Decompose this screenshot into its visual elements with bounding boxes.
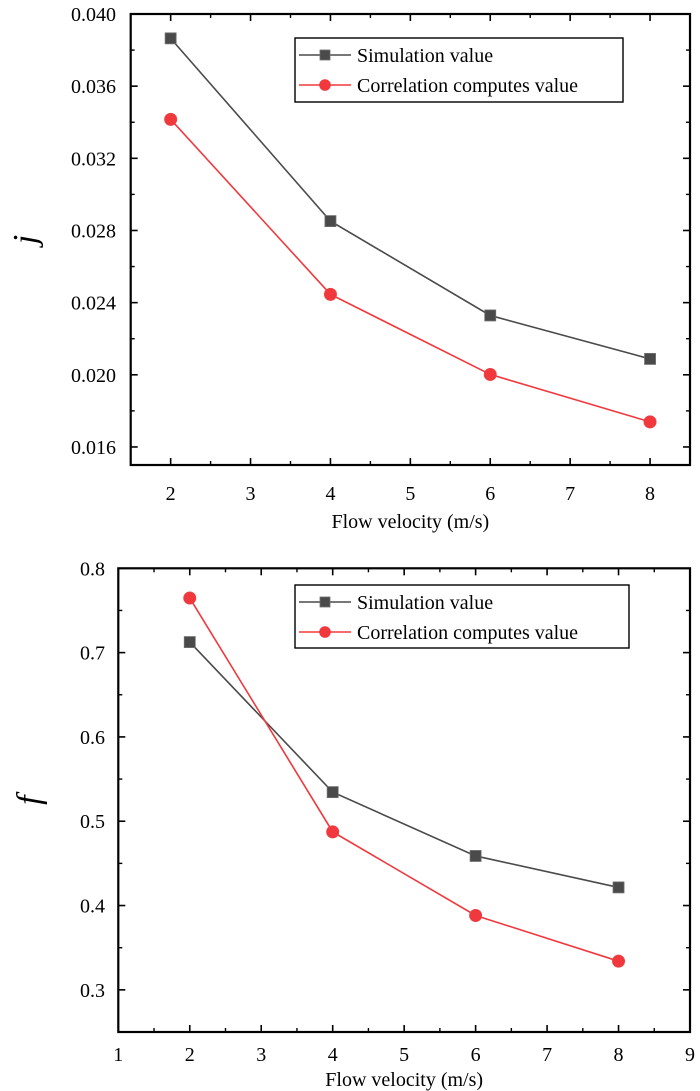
data-point-simulation — [324, 215, 337, 227]
data-point-simulation — [644, 353, 656, 365]
data-point-simulation — [326, 786, 339, 799]
x-axis-title: Flow velocity (m/s) — [331, 511, 489, 533]
x-tick-label: 1 — [113, 1044, 123, 1066]
legend-label-correlation: Correlation computes value — [357, 622, 578, 644]
data-point-correlation — [164, 112, 178, 126]
data-point-correlation — [643, 415, 657, 429]
series-line-simulation — [189, 641, 619, 889]
series-line-correlation — [170, 118, 651, 423]
y-tick-label: 0.4 — [80, 896, 105, 918]
data-point-simulation — [164, 32, 177, 45]
legend-box — [294, 584, 630, 649]
f-factor-chart: 1 2 3 4 5 6 7 8 9 0.3 0.4 0.5 0.6 0.7 0.8 Flow velocity… — [11, 558, 695, 1091]
data-point-simulation — [612, 881, 625, 894]
legend-label-correlation: Correlation computes value — [357, 75, 578, 97]
data-point-correlation — [183, 591, 197, 605]
y-axis-title: j — [7, 235, 44, 248]
x-tick-label: 5 — [405, 483, 415, 505]
x-tick-label: 3 — [256, 1044, 266, 1066]
x-tick-label: 3 — [246, 483, 256, 505]
x-tick-label: 6 — [471, 1044, 481, 1066]
data-point-correlation — [326, 825, 340, 839]
series-line-correlation — [189, 597, 619, 962]
x-tick-label: 8 — [614, 1044, 624, 1066]
y-tick-label: 0.040 — [71, 4, 116, 26]
y-tick-label: 0.6 — [80, 727, 105, 749]
x-tick-label: 5 — [399, 1044, 409, 1066]
y-tick-label: 0.020 — [71, 365, 116, 387]
data-point-correlation — [323, 287, 337, 301]
x-axis-title: Flow velocity (m/s) — [325, 1069, 483, 1091]
y-tick-label: 0.5 — [80, 811, 105, 833]
y-tick-label: 0.028 — [71, 220, 116, 242]
legend-circle-marker-icon — [319, 79, 331, 91]
data-point-correlation — [483, 367, 497, 381]
y-tick-label: 0.016 — [71, 437, 116, 459]
x-tick-label: 2 — [185, 1044, 195, 1066]
data-point-simulation — [469, 850, 482, 862]
legend: Simulation value Correlation computes val… — [294, 37, 624, 103]
data-point-simulation — [484, 309, 497, 322]
legend-square-marker-icon — [319, 49, 331, 61]
x-tick-label: 7 — [542, 1044, 552, 1066]
y-tick-label: 0.036 — [71, 76, 116, 98]
legend-label-simulation: Simulation value — [357, 592, 493, 614]
data-point-correlation — [612, 954, 626, 968]
legend-box — [294, 37, 624, 103]
y-tick-label: 0.3 — [80, 980, 105, 1002]
legend-circle-marker-icon — [319, 626, 331, 638]
series-line-simulation — [170, 37, 651, 360]
y-tick-label: 0.032 — [71, 148, 116, 170]
y-tick-label: 0.024 — [71, 293, 116, 315]
x-tick-label: 7 — [565, 483, 575, 505]
x-tick-label: 2 — [166, 483, 176, 505]
x-tick-label: 6 — [485, 483, 495, 505]
legend: Simulation value Correlation computes val… — [294, 584, 630, 649]
y-tick-label: 0.7 — [80, 643, 105, 665]
data-point-simulation — [183, 636, 196, 648]
legend-square-marker-icon — [319, 596, 331, 608]
x-tick-label: 8 — [645, 483, 655, 505]
y-axis-title: f — [11, 791, 48, 805]
x-tick-label: 4 — [325, 483, 335, 505]
data-point-correlation — [469, 908, 483, 922]
j-factor-chart: 2 3 4 5 6 7 8 0.016 0.020 0.024 0.028 0.032 0.036 0.0… — [7, 4, 692, 533]
y-tick-label: 0.8 — [80, 558, 105, 580]
legend-label-simulation: Simulation value — [357, 45, 493, 67]
x-tick-label: 4 — [328, 1044, 338, 1066]
x-tick-label: 9 — [685, 1044, 695, 1066]
